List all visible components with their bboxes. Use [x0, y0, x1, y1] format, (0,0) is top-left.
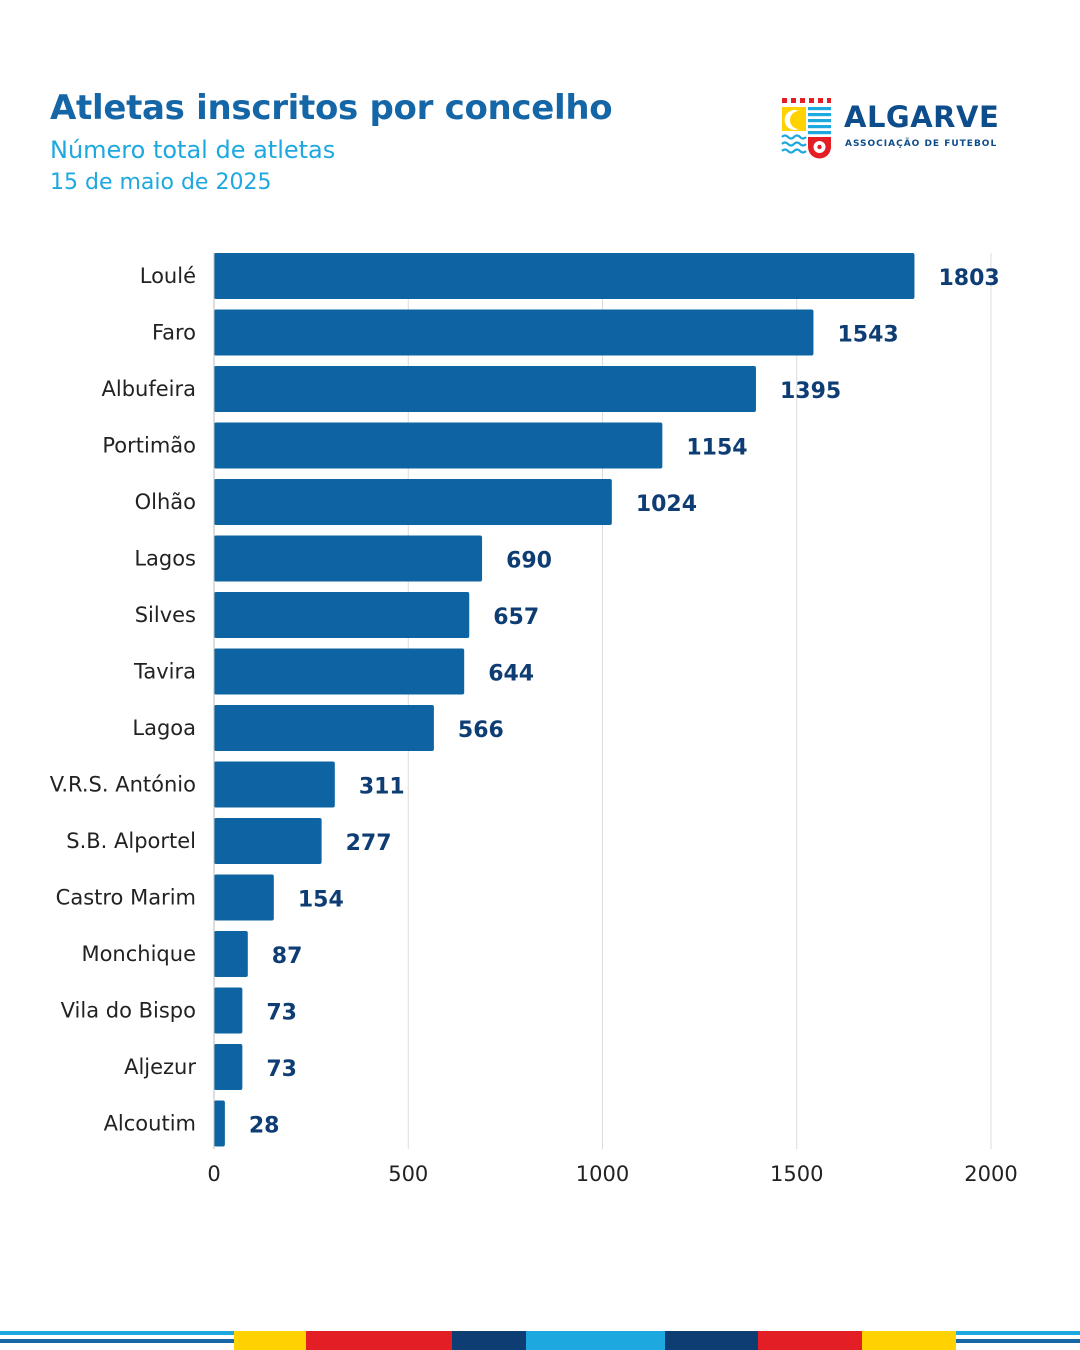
bar — [214, 535, 483, 582]
value-label: 277 — [346, 831, 392, 856]
bar — [214, 366, 756, 412]
stripe-segment — [306, 1331, 452, 1350]
value-label: 1024 — [636, 492, 697, 517]
stripe-segment — [234, 1331, 306, 1350]
bar — [214, 818, 322, 864]
value-label: 87 — [272, 944, 303, 969]
category-label: Silves — [135, 603, 196, 627]
value-label: 644 — [488, 662, 534, 687]
category-label: Aljezur — [124, 1055, 196, 1079]
value-label: 1803 — [938, 266, 999, 291]
stripe-segment — [526, 1331, 665, 1350]
stripe-segment — [862, 1331, 956, 1350]
x-tick-label: 500 — [388, 1162, 428, 1186]
value-label: 73 — [266, 1001, 297, 1026]
x-tick-label: 2000 — [964, 1162, 1017, 1186]
category-label: Olhão — [135, 490, 196, 514]
category-label: Faro — [152, 321, 196, 345]
value-label: 154 — [298, 888, 344, 913]
stripe-segment — [452, 1331, 526, 1350]
value-label: 690 — [506, 549, 552, 574]
value-label: 1543 — [837, 323, 898, 348]
bar — [214, 309, 814, 356]
x-tick-label: 0 — [207, 1162, 220, 1186]
bar-chart: 0 500 1000 1500 2000 Loulé 1803 Faro 1543 Albufei… — [50, 253, 1018, 1186]
category-label: Albufeira — [102, 377, 197, 401]
value-label: 1395 — [780, 379, 841, 404]
bar — [214, 253, 915, 299]
bar — [214, 592, 470, 638]
category-label: Lagoa — [132, 716, 196, 740]
bar — [214, 874, 274, 921]
category-label: Castro Marim — [56, 886, 196, 910]
bar — [214, 422, 663, 469]
logo-tagline: ASSOCIAÇÃO DE FUTEBOL — [845, 139, 998, 149]
chart-date: 15 de maio de 2025 — [50, 170, 272, 195]
category-label: Monchique — [81, 942, 196, 966]
bar — [214, 648, 465, 695]
stripe-segment — [758, 1331, 862, 1350]
chart-subtitle: Número total de atletas — [50, 136, 336, 164]
bar — [214, 705, 434, 751]
algarve-crest-icon — [781, 98, 831, 159]
category-label: Alcoutim — [104, 1112, 196, 1136]
x-tick-label: 1500 — [770, 1162, 823, 1186]
stripe-segment — [665, 1331, 758, 1350]
bar — [214, 931, 248, 977]
category-label: Portimão — [102, 434, 196, 458]
category-label: S.B. Alportel — [66, 829, 196, 853]
category-label: V.R.S. António — [50, 773, 196, 797]
bar — [214, 1100, 225, 1147]
value-label: 566 — [458, 718, 504, 743]
category-label: Tavira — [133, 660, 196, 684]
x-tick-label: 1000 — [576, 1162, 629, 1186]
chart-title: Atletas inscritos por concelho — [50, 88, 613, 128]
bar — [214, 479, 612, 525]
bar — [214, 761, 335, 808]
bar — [214, 987, 243, 1034]
category-label: Vila do Bispo — [61, 999, 196, 1023]
category-label: Lagos — [134, 547, 196, 571]
value-label: 1154 — [686, 436, 747, 461]
category-label: Loulé — [140, 264, 196, 288]
bar — [214, 1044, 243, 1090]
logo-name: ALGARVE — [844, 100, 1000, 134]
value-label: 73 — [266, 1057, 297, 1082]
footer-color-stripe — [0, 1331, 1080, 1350]
value-label: 311 — [359, 775, 405, 800]
value-label: 28 — [249, 1114, 280, 1139]
value-label: 657 — [493, 605, 539, 630]
algarve-logo: ALGARVE ASSOCIAÇÃO DE FUTEBOL — [780, 97, 999, 163]
